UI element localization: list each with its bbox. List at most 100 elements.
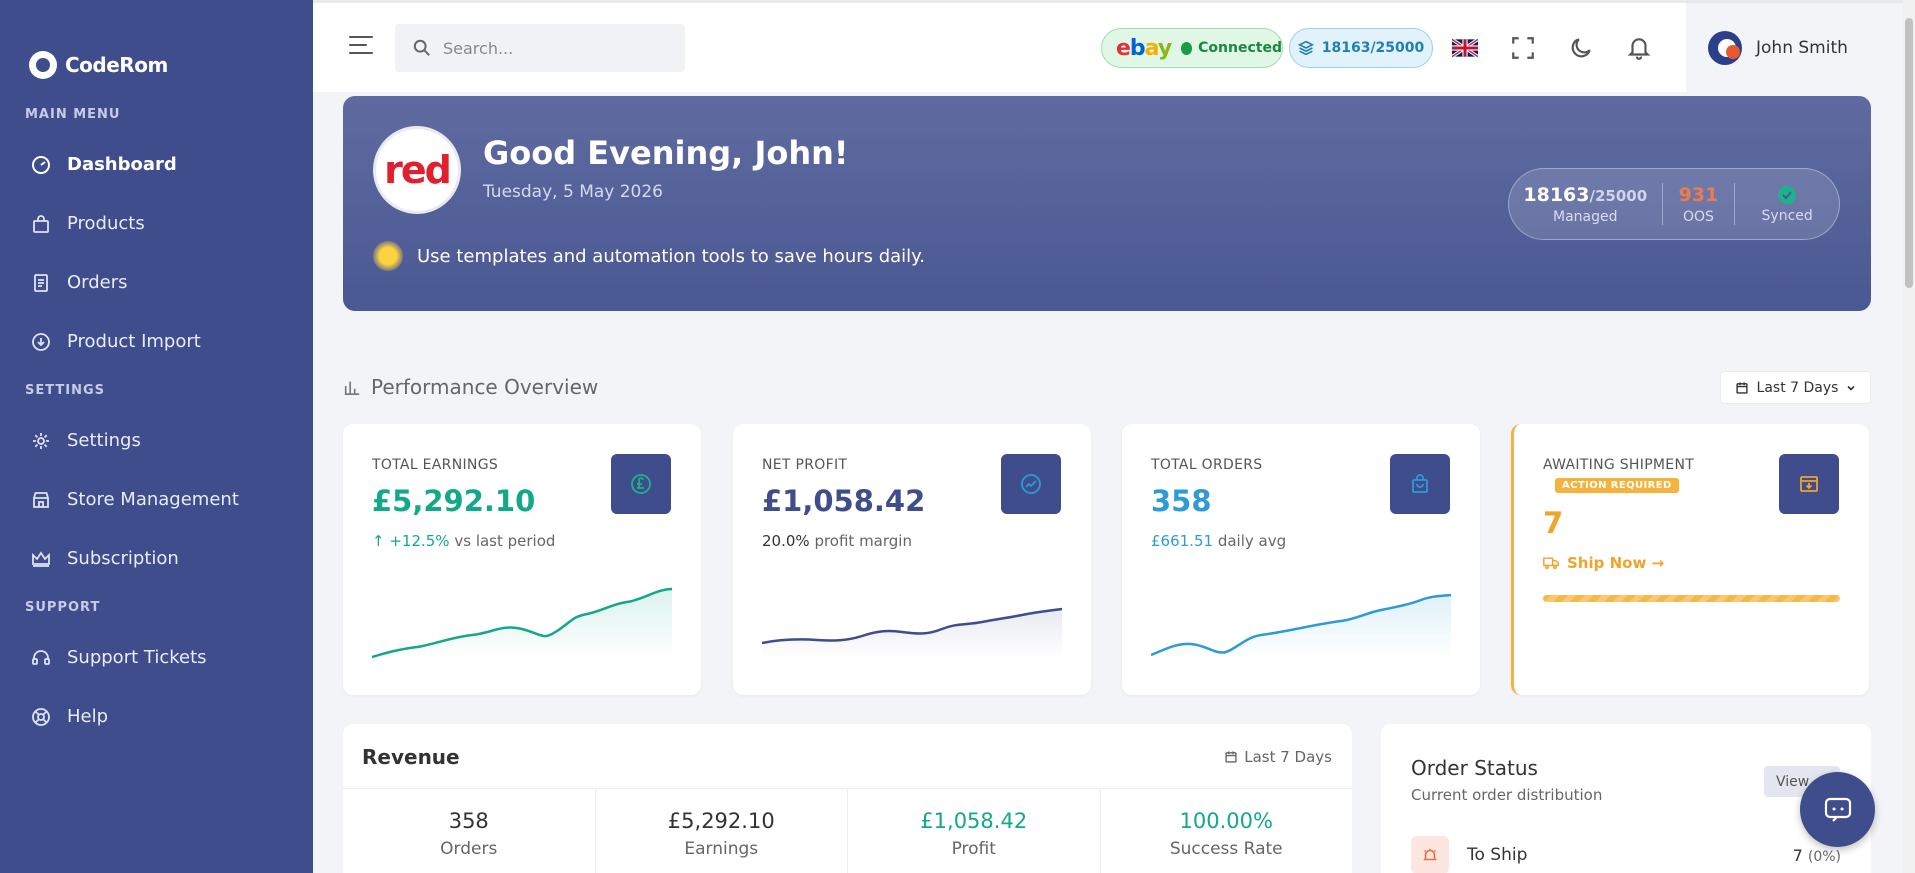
sidebar-item-support-tickets[interactable]: Support Tickets [0, 628, 313, 687]
search-input[interactable] [443, 38, 663, 58]
sidebar-item-product-import[interactable]: Product Import [0, 312, 313, 371]
orders-avg-suffix: daily avg [1217, 532, 1287, 550]
sidebar-item-label: Settings [67, 430, 141, 451]
search-box [395, 24, 685, 72]
status-name: To Ship [1467, 845, 1528, 865]
layers-icon [1297, 40, 1314, 56]
orders-avg: £661.51 [1151, 532, 1214, 550]
total-orders-card[interactable]: TOTAL ORDERS 358 £661.51 daily avg [1122, 424, 1480, 695]
menu-section-settings: SETTINGS Settings Store Management Subsc… [0, 371, 313, 588]
profit-margin: 20.0% [762, 532, 810, 550]
sidebar-item-dashboard[interactable]: Dashboard [0, 135, 313, 194]
oos-stat: 931 OOS [1663, 169, 1735, 239]
card-label: TOTAL EARNINGS [372, 457, 499, 473]
sidebar-item-label: Help [67, 706, 109, 727]
status-count: 7 (0%) [1793, 846, 1841, 865]
check-circle-icon [1778, 185, 1797, 204]
earnings-sparkline [372, 587, 672, 659]
menu-section-title: SETTINGS [25, 383, 106, 398]
trend-icon [1001, 454, 1061, 514]
card-sub: ↑ +12.5% vs last period [372, 532, 556, 550]
revenue-panel: Revenue Last 7 Days 358 Orders £5,292.10 E… [343, 724, 1352, 873]
scrollbar-thumb[interactable] [1905, 18, 1913, 288]
sidebar-item-label: Product Import [67, 331, 201, 352]
stat-value: £5,292.10 [667, 809, 775, 833]
dark-mode-icon[interactable] [1566, 33, 1596, 63]
gear-icon [31, 431, 51, 451]
sidebar-item-products[interactable]: Products [0, 194, 313, 253]
performance-title: Performance Overview [371, 375, 599, 399]
status-count-pct: (0%) [1807, 848, 1841, 865]
tip-text: Use templates and automation tools to sa… [417, 245, 925, 267]
synced-label: Synced [1761, 207, 1813, 224]
date-range-dropdown[interactable]: Last 7 Days [1720, 371, 1871, 404]
stat-label: Success Rate [1169, 839, 1283, 859]
sidebar-item-store-management[interactable]: Store Management [0, 470, 313, 529]
list-item[interactable]: To Ship 7 (0%) [1411, 836, 1841, 873]
stat-value: 100.00% [1179, 809, 1273, 833]
revenue-range[interactable]: Last 7 Days [1224, 748, 1332, 766]
receipt-icon [31, 273, 51, 293]
sidebar-item-orders[interactable]: Orders [0, 253, 313, 312]
card-label: AWAITING SHIPMENT [1543, 457, 1695, 473]
menu-toggle-icon[interactable] [349, 36, 373, 56]
ebay-connection-badge[interactable]: ebay Connected [1101, 28, 1283, 68]
revenue-stat-orders: 358 Orders [343, 789, 596, 873]
card-sub: 20.0% profit margin [762, 532, 912, 550]
stat-label: Earnings [684, 839, 759, 859]
stat-label: Profit [951, 839, 996, 859]
sidebar-item-help[interactable]: Help [0, 687, 313, 746]
ship-now-link[interactable]: Ship Now → [1543, 554, 1664, 572]
net-profit-card[interactable]: NET PROFIT £1,058.42 20.0% profit margin [733, 424, 1091, 695]
oos-count: 931 [1678, 183, 1719, 206]
uk-flag-icon[interactable] [1450, 33, 1480, 63]
page-scrollbar[interactable] [1903, 0, 1915, 873]
bar-chart-icon [344, 381, 360, 396]
store-logo-text: red [384, 148, 452, 192]
bag-icon [31, 214, 51, 234]
earnings-delta: +12.5% [389, 532, 450, 550]
awaiting-shipment-card[interactable]: AWAITING SHIPMENT ACTION REQUIRED 7 Ship… [1511, 424, 1869, 695]
sidebar-item-label: Store Management [67, 489, 239, 510]
avatar [1708, 30, 1742, 65]
store-logo: red [373, 126, 461, 214]
card-label: TOTAL ORDERS [1151, 457, 1263, 473]
action-required-badge: ACTION REQUIRED [1555, 478, 1679, 493]
bell-icon[interactable] [1624, 33, 1654, 63]
managed-stat: 18163/25000 Managed [1509, 169, 1662, 239]
sidebar-item-settings[interactable]: Settings [0, 411, 313, 470]
revenue-stats: 358 Orders £5,292.10 Earnings £1,058.42 Pro… [343, 788, 1352, 873]
managed-count: 18163 [1523, 183, 1590, 206]
calendar-icon [1735, 381, 1748, 394]
order-status-panel: Order Status Current order distribution … [1381, 724, 1871, 873]
greeting-date: Tuesday, 5 May 2026 [483, 182, 664, 202]
profit-sparkline [762, 607, 1062, 659]
card-label: NET PROFIT [762, 457, 848, 473]
topbar: ebay Connected 18163/25000 John Smith [313, 0, 1903, 92]
inventory-stats: 18163/25000 Managed 931 OOS Synced [1508, 168, 1840, 240]
sidebar-item-label: Dashboard [67, 154, 177, 175]
total-earnings-card[interactable]: TOTAL EARNINGS £5,292.10 ↑ +12.5% vs las… [343, 424, 701, 695]
revenue-stat-success: 100.00% Success Rate [1101, 789, 1353, 873]
card-value: 358 [1151, 484, 1212, 518]
sidebar-item-subscription[interactable]: Subscription [0, 529, 313, 588]
revenue-stat-profit: £1,058.42 Profit [848, 789, 1101, 873]
order-status-subtitle: Current order distribution [1411, 786, 1603, 804]
card-value: £1,058.42 [762, 484, 926, 518]
stat-value: £1,058.42 [920, 809, 1028, 833]
store-icon [31, 490, 51, 510]
brand[interactable]: CodeRom [0, 0, 313, 95]
calendar-icon [1225, 751, 1237, 763]
order-status-title: Order Status [1411, 756, 1538, 780]
quota-badge[interactable]: 18163/25000 [1289, 28, 1433, 68]
crown-icon [31, 549, 51, 569]
user-menu[interactable]: John Smith [1686, 3, 1903, 92]
lightbulb-icon [373, 241, 403, 271]
fullscreen-icon[interactable] [1508, 33, 1538, 63]
headset-icon [31, 648, 51, 668]
chevron-down-icon [1847, 385, 1856, 391]
brand-name: CodeRom [65, 52, 168, 77]
chat-button[interactable] [1800, 772, 1875, 847]
card-value: £5,292.10 [372, 484, 536, 518]
chat-icon [1824, 797, 1851, 822]
